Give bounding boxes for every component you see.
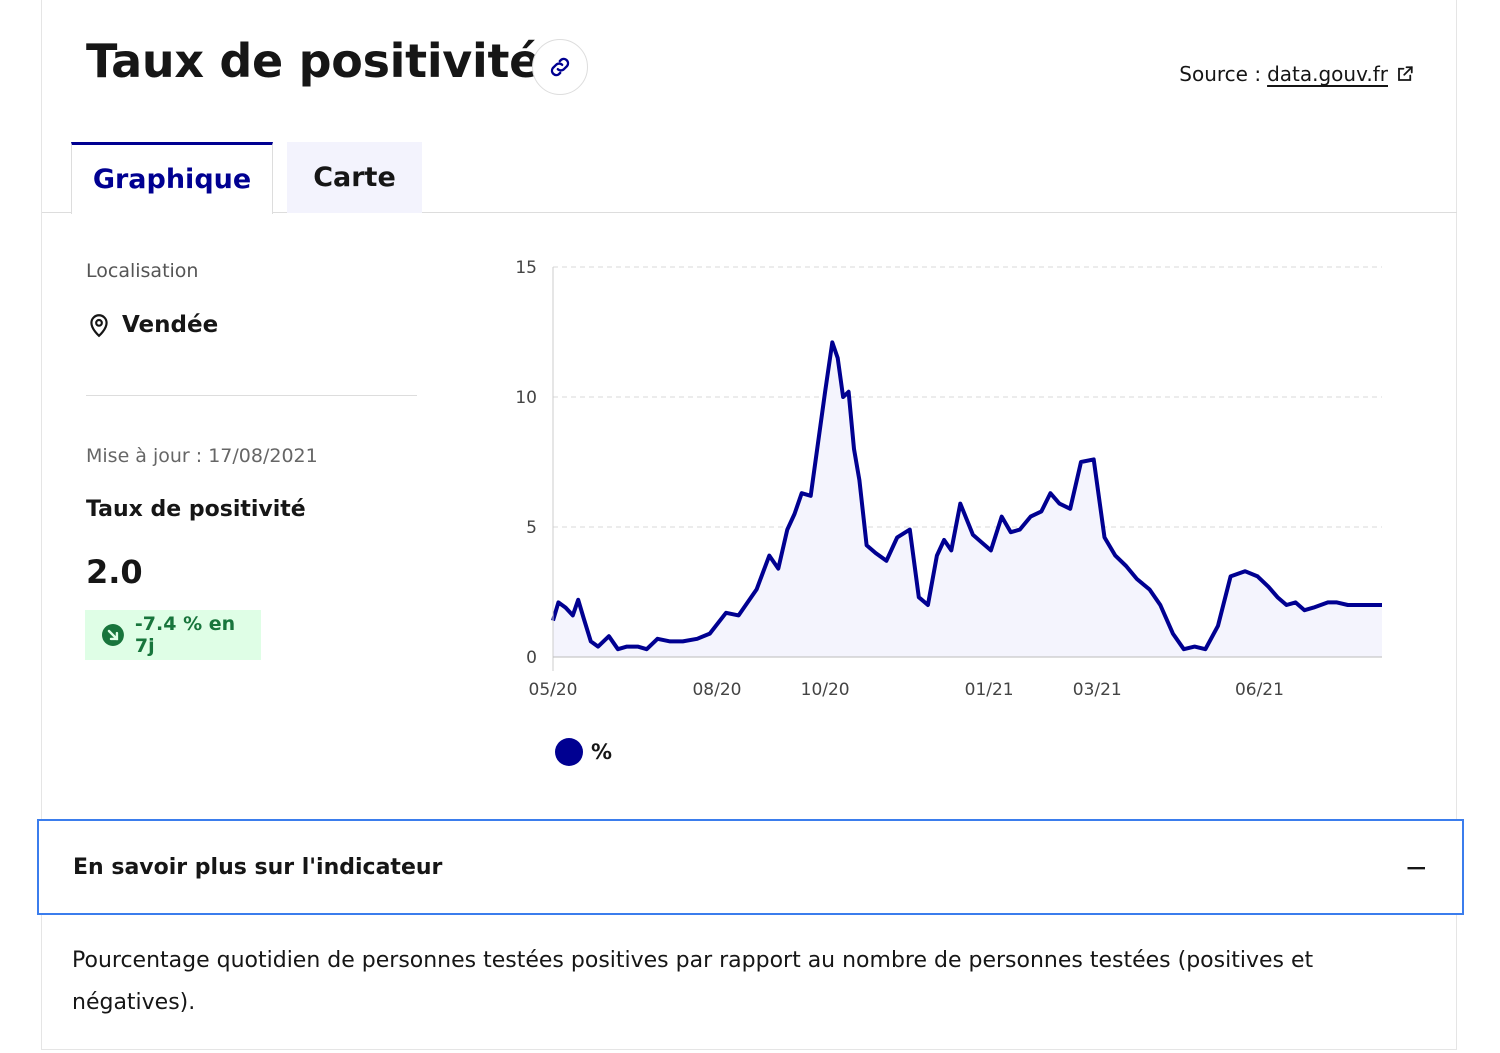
y-tick-label: 10 (515, 388, 537, 408)
x-tick-label: 01/21 (965, 680, 1014, 700)
info-accordion[interactable]: En savoir plus sur l'indicateur − (37, 819, 1464, 915)
x-tick-label: 05/20 (529, 680, 578, 700)
tab-carte[interactable]: Carte (287, 142, 422, 213)
sidebar-divider (86, 395, 417, 396)
source-link[interactable]: data.gouv.fr (1267, 62, 1414, 86)
legend-label: % (591, 740, 613, 764)
link-icon (550, 57, 570, 77)
indicator-value: 2.0 (86, 553, 143, 591)
source: Source : data.gouv.fr (1179, 62, 1414, 86)
axis-layer: 0 5 10 15 05/20 08/20 10/20 01/21 03/21 06/21 (515, 258, 1382, 700)
location-selector[interactable]: Vendée (86, 312, 218, 338)
tabs-divider (42, 212, 1457, 213)
positivity-chart: 0 5 10 15 05/20 08/20 10/20 01/21 03/21 06/21 (515, 258, 1382, 700)
x-tick-label: 08/20 (692, 680, 741, 700)
update-date: Mise à jour : 17/08/2021 (86, 445, 318, 467)
arrow-down-right-icon (101, 624, 124, 646)
map-pin-icon (90, 314, 108, 338)
collapse-icon: − (1404, 850, 1428, 884)
location-value: Vendée (122, 312, 219, 338)
chart-legend: % (555, 738, 612, 766)
tab-graphique[interactable]: Graphique (71, 142, 273, 214)
legend-dot (555, 738, 583, 766)
trend-text: -7.4 % en 7j (134, 613, 236, 657)
accordion-title: En savoir plus sur l'indicateur (73, 854, 443, 880)
location-label: Localisation (86, 260, 199, 282)
x-tick-label: 06/21 (1235, 680, 1284, 700)
source-link-label: data.gouv.fr (1267, 62, 1388, 86)
external-link-icon (1398, 66, 1413, 81)
copy-link-button[interactable] (532, 39, 588, 95)
indicator-description: Pourcentage quotidien de personnes testé… (72, 948, 1314, 1015)
y-tick-label: 15 (515, 258, 537, 278)
x-tick-label: 10/20 (801, 680, 850, 700)
trend-badge: -7.4 % en 7j (85, 610, 261, 660)
area-layer (551, 340, 1382, 657)
series-line (551, 340, 1382, 652)
x-tick-label: 03/21 (1073, 680, 1122, 700)
area-fill (553, 342, 1382, 657)
page-title: Taux de positivité (86, 34, 541, 88)
y-tick-label: 0 (526, 648, 537, 668)
grid-layer (553, 266, 1382, 528)
y-tick-label: 5 (526, 518, 537, 538)
source-label: Source : (1179, 62, 1262, 86)
indicator-name: Taux de positivité (86, 497, 306, 522)
